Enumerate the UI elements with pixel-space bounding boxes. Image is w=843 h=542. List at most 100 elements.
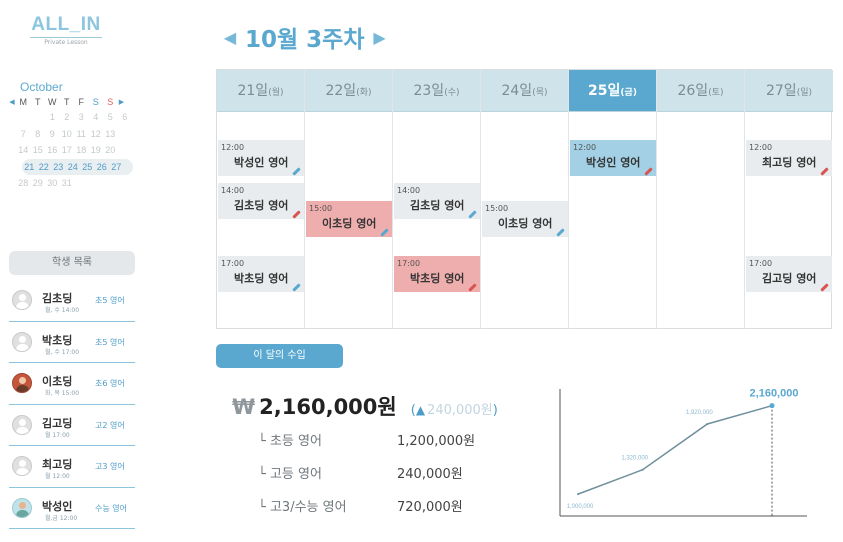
day-cell[interactable]: 31 [61, 178, 72, 189]
avatar-icon [12, 456, 32, 476]
avatar-icon [12, 290, 32, 310]
prev-month-icon[interactable]: ◀ [9, 98, 15, 106]
student-row[interactable]: 박초딩 월, 수 17:00 초5 영어 [9, 322, 135, 363]
student-name: 박성인 [42, 499, 73, 513]
student-row[interactable]: 이초딩 화, 목 15:00 초6 영어 [9, 363, 135, 405]
pencil-icon[interactable] [644, 167, 653, 176]
next-week-icon[interactable]: ▶ [373, 27, 386, 47]
lesson-event[interactable]: 12:00 최고딩 영어 [746, 140, 832, 176]
day-cell[interactable]: 14 [18, 145, 29, 156]
avatar-head [19, 460, 26, 467]
day-cell[interactable]: 15 [32, 145, 43, 156]
pencil-icon[interactable] [380, 228, 389, 237]
day-cell[interactable]: 3 [78, 112, 84, 123]
current-week-row[interactable]: 21 22 23 24 25 26 27 [22, 158, 133, 175]
income-chart: 1,000,000 1,320,000 1,920,000 2,160,000 [555, 385, 810, 520]
lesson-event[interactable]: 12:00 박성인 영어 [218, 140, 304, 176]
day-cell[interactable]: 6 [122, 112, 128, 123]
day-cell[interactable]: 16 [47, 145, 58, 156]
student-row[interactable]: 김초딩 월, 수 14:00 초5 영어 [9, 280, 135, 322]
student-class: 초6 영어 [95, 379, 125, 388]
day-cell[interactable]: 17 [61, 145, 72, 156]
day-cell[interactable]: 18 [76, 145, 87, 156]
day-cell[interactable]: 23 [53, 161, 64, 172]
week-row[interactable]: 28 29 30 31 [16, 175, 138, 192]
weekly-calendar: 21일(월) 12:00 박성인 영어 14:00 김초딩 영어 17:00 박초딩 영어 2… [216, 69, 833, 329]
day-cell[interactable]: 1 [49, 112, 55, 123]
day-cell[interactable]: 25 [82, 161, 93, 172]
prev-week-icon[interactable]: ◀ [223, 27, 237, 47]
data-point [706, 422, 709, 425]
income-delta-close: ) [492, 403, 498, 418]
weekday-label: T [35, 97, 41, 107]
day-cell[interactable]: 22 [38, 161, 49, 172]
day-header[interactable]: 23일(수) [393, 70, 480, 112]
day-cell[interactable]: 5 [107, 112, 113, 123]
student-row[interactable]: 박성인 월,금 12:00 수능 영어 [9, 488, 135, 529]
pencil-icon[interactable] [292, 283, 301, 292]
day-cell[interactable]: 21 [24, 161, 35, 172]
day-header[interactable]: 26일(토) [657, 70, 744, 112]
day-cell[interactable]: 13 [105, 128, 116, 139]
day-cell[interactable]: 24 [67, 161, 78, 172]
pencil-icon[interactable] [292, 167, 301, 176]
week-row[interactable]: 7 8 9 10 11 12 13 [16, 126, 138, 143]
lesson-time: 17:00 [749, 259, 773, 268]
day-header[interactable]: 24일(목) [481, 70, 568, 112]
day-cell[interactable]: 8 [35, 128, 41, 139]
lesson-event[interactable]: 17:00 박초딩 영어 [394, 256, 480, 292]
student-row[interactable]: 김고딩 월 17:00 고2 영어 [9, 405, 135, 446]
day-cell[interactable]: 29 [32, 178, 43, 189]
day-header[interactable]: 25일(금) [569, 70, 656, 112]
student-list-button[interactable]: 학생 목록 [9, 251, 135, 275]
lesson-title: 이초딩 영어 [498, 217, 553, 230]
monthly-income-button[interactable]: 이 달의 수입 [216, 344, 343, 368]
day-cell[interactable]: 28 [18, 178, 29, 189]
week-row[interactable]: 14 15 16 17 18 19 20 [16, 142, 138, 159]
student-class: 고2 영어 [95, 420, 125, 430]
day-cell[interactable]: 9 [49, 128, 55, 139]
day-cell[interactable]: 7 [20, 128, 26, 139]
day-column: 27일(일) 12:00 최고딩 영어 17:00 김고딩 영어 [745, 70, 833, 329]
lesson-event[interactable]: 15:00 이초딩 영어 [306, 201, 392, 237]
lesson-event[interactable]: 15:00 이초딩 영어 [482, 201, 568, 237]
day-cell[interactable]: 27 [111, 161, 122, 172]
lesson-event[interactable]: 17:00 김고딩 영어 [746, 256, 832, 292]
logo-subtitle: Private Lesson [44, 39, 88, 46]
day-cell[interactable]: 26 [96, 161, 107, 172]
lesson-event[interactable]: 17:00 박초딩 영어 [218, 256, 304, 292]
logo[interactable]: ALL_IN Private Lesson [28, 14, 104, 47]
avatar-head [19, 501, 26, 509]
pencil-icon[interactable] [820, 167, 829, 176]
pencil-icon[interactable] [820, 283, 829, 292]
lesson-time: 12:00 [749, 143, 773, 152]
lesson-title: 김초딩 영어 [234, 199, 289, 212]
day-header[interactable]: 21일(월) [217, 70, 304, 112]
day-header[interactable]: 22일(화) [305, 70, 392, 112]
day-cell[interactable]: 12 [90, 128, 101, 139]
day-of-week: (금) [620, 88, 637, 98]
lesson-event[interactable]: 14:00 김초딩 영어 [394, 183, 480, 219]
pencil-icon[interactable] [468, 283, 477, 292]
series-line [577, 404, 773, 495]
weekday-label: S [107, 97, 114, 107]
day-cell[interactable]: 20 [105, 145, 116, 156]
day-cell[interactable]: 4 [93, 112, 99, 123]
pencil-icon[interactable] [556, 228, 565, 237]
next-month-icon[interactable]: ▶ [118, 98, 125, 106]
day-of-week: (수) [444, 88, 460, 98]
day-cell[interactable]: 11 [76, 128, 86, 139]
lesson-event[interactable]: 12:00 박성인 영어 [570, 140, 656, 176]
day-cell[interactable]: 10 [61, 128, 72, 139]
pencil-icon[interactable] [468, 210, 477, 219]
day-cell[interactable]: 30 [47, 178, 58, 189]
day-header[interactable]: 27일(일) [745, 70, 833, 112]
lesson-time: 14:00 [221, 186, 245, 195]
student-row[interactable]: 최고딩 월 12:00 고3 영어 [9, 446, 135, 488]
lesson-event[interactable]: 14:00 김초딩 영어 [218, 183, 304, 219]
day-cell[interactable]: 2 [64, 112, 70, 123]
day-cell[interactable]: 19 [90, 145, 101, 156]
avatar-icon [12, 414, 32, 435]
pencil-icon[interactable] [292, 210, 301, 219]
